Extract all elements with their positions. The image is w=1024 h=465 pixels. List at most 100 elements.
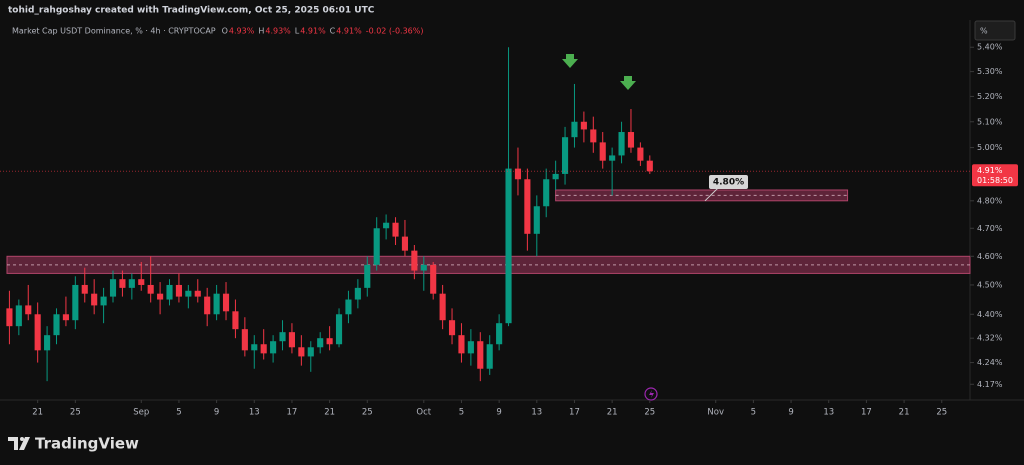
y-tick-label: 5.40% bbox=[977, 43, 1003, 52]
candle-body bbox=[147, 284, 154, 294]
x-tick-label: 21 bbox=[899, 408, 910, 418]
candle-body bbox=[561, 137, 569, 174]
x-tick-label: 21 bbox=[324, 408, 335, 418]
x-tick-label: 13 bbox=[249, 408, 260, 418]
candle-body bbox=[505, 168, 512, 324]
event-icon-bolt bbox=[649, 390, 654, 398]
candle-body bbox=[213, 293, 220, 315]
candle-body bbox=[138, 279, 145, 285]
candle-body bbox=[25, 305, 32, 315]
candle-body bbox=[241, 329, 248, 351]
candle-body bbox=[298, 347, 305, 357]
x-tick-label: 25 bbox=[936, 408, 947, 418]
candle-body bbox=[34, 314, 41, 351]
candle-body bbox=[458, 335, 465, 354]
candle-body bbox=[307, 347, 314, 357]
candle-body bbox=[637, 147, 644, 161]
logo bbox=[8, 437, 30, 450]
last-price-label: 4.91% bbox=[977, 166, 1003, 175]
candle-body bbox=[232, 311, 239, 330]
y-tick-label: 5.10% bbox=[977, 117, 1003, 126]
candle-body bbox=[175, 284, 182, 297]
legend-field-label: C bbox=[330, 27, 336, 36]
legend-title: Market Cap USDT Dominance, % · 4h · CRYP… bbox=[12, 27, 216, 36]
candle-body bbox=[44, 335, 51, 351]
event-icon[interactable] bbox=[644, 387, 658, 401]
candle-body bbox=[354, 287, 361, 300]
x-tick-label: 21 bbox=[32, 408, 43, 418]
x-tick-label: 13 bbox=[823, 408, 834, 418]
y-tick-label: 4.50% bbox=[977, 280, 1003, 289]
unit-label: % bbox=[980, 27, 988, 36]
arrow-marker bbox=[620, 76, 636, 90]
x-tick-label: 25 bbox=[362, 408, 373, 418]
candle-body bbox=[486, 344, 493, 369]
last-price-tag bbox=[972, 164, 1018, 187]
x-tick-label: 21 bbox=[607, 408, 618, 418]
x-tick-label: 17 bbox=[569, 408, 580, 418]
candle-body bbox=[194, 290, 201, 297]
candle-body bbox=[185, 290, 192, 297]
candle-body bbox=[543, 179, 550, 207]
header: tohid_rahgoshay created with TradingView… bbox=[8, 6, 375, 16]
y-tick-label: 4.60% bbox=[977, 252, 1003, 261]
legend-field-value: 4.91% bbox=[300, 27, 326, 36]
candle-body bbox=[392, 222, 399, 237]
y-tick-label: 4.17% bbox=[977, 380, 1003, 389]
candle-body bbox=[627, 132, 635, 148]
candle-body bbox=[317, 338, 324, 348]
candle-body bbox=[373, 228, 380, 265]
x-tick-label: 17 bbox=[861, 408, 872, 418]
countdown: 01:58:50 bbox=[977, 176, 1013, 185]
candle-body bbox=[6, 308, 13, 327]
y-tick-label: 4.32% bbox=[977, 334, 1003, 343]
candle-body bbox=[335, 314, 343, 345]
candle-body bbox=[411, 250, 418, 271]
candle-body bbox=[128, 279, 135, 288]
legend-field-value: 4.93% bbox=[229, 27, 255, 36]
candle-body bbox=[477, 341, 484, 369]
candle-body bbox=[571, 121, 578, 138]
candle-body bbox=[646, 160, 653, 172]
candle-body bbox=[326, 338, 333, 345]
candle-body bbox=[609, 155, 616, 161]
candle-body bbox=[222, 293, 230, 312]
candle-body bbox=[91, 293, 98, 306]
candle-body bbox=[420, 264, 427, 271]
candle-body bbox=[383, 222, 390, 229]
legend-field-value: 4.93% bbox=[265, 27, 291, 36]
x-tick-label: 9 bbox=[788, 408, 793, 418]
y-tick-label: 5.20% bbox=[977, 92, 1003, 101]
unit-box[interactable] bbox=[974, 20, 1016, 41]
candle-body bbox=[401, 236, 409, 251]
candle-body bbox=[157, 293, 164, 300]
candle-body bbox=[72, 284, 79, 321]
candle-body bbox=[599, 142, 606, 161]
candle-body bbox=[53, 314, 60, 336]
arrow-marker bbox=[562, 54, 578, 68]
legend-field-label: O bbox=[222, 27, 228, 36]
candle-body bbox=[618, 132, 625, 156]
candle-body bbox=[524, 179, 531, 234]
candle-body bbox=[448, 320, 456, 336]
y-tick-label: 4.80% bbox=[977, 196, 1003, 205]
x-tick-label: 9 bbox=[214, 408, 219, 418]
level-label: 4.80% bbox=[713, 178, 744, 188]
y-tick-label: 4.24% bbox=[977, 358, 1003, 367]
x-tick-label: 25 bbox=[70, 408, 81, 418]
x-tick-label: Oct bbox=[416, 408, 431, 418]
x-tick-label: 5 bbox=[459, 408, 464, 418]
y-tick-label: 5.00% bbox=[977, 143, 1003, 152]
x-tick-label: 5 bbox=[751, 408, 756, 418]
candle-body bbox=[430, 264, 437, 294]
x-tick-label: 5 bbox=[176, 408, 181, 418]
candle-body bbox=[100, 296, 107, 306]
candle-body bbox=[62, 314, 69, 321]
y-tick-label: 4.70% bbox=[977, 224, 1003, 233]
candle-body bbox=[496, 323, 503, 345]
candle-body bbox=[166, 284, 173, 300]
candle-body bbox=[260, 344, 267, 354]
x-tick-label: Nov bbox=[707, 408, 724, 418]
